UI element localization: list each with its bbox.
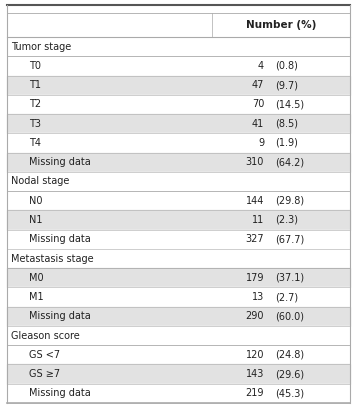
Text: (37.1): (37.1) (275, 273, 304, 283)
Text: (0.8): (0.8) (275, 61, 298, 71)
Text: T3: T3 (29, 119, 41, 129)
Text: Missing data: Missing data (29, 234, 90, 244)
Bar (7, 37, 350, 56)
Text: M1: M1 (29, 292, 43, 302)
Bar (7, 345, 350, 364)
Text: (67.7): (67.7) (275, 234, 304, 244)
Text: (24.8): (24.8) (275, 350, 304, 360)
Text: 120: 120 (246, 350, 264, 360)
Bar (7, 230, 350, 249)
Bar (7, 13, 350, 37)
Text: N1: N1 (29, 215, 42, 225)
Text: Missing data: Missing data (29, 311, 90, 322)
Text: (9.7): (9.7) (275, 80, 298, 90)
Text: (64.2): (64.2) (275, 157, 304, 167)
Text: T1: T1 (29, 80, 41, 90)
Text: Tumor stage: Tumor stage (11, 42, 71, 52)
Text: 290: 290 (246, 311, 264, 322)
Bar (7, 56, 350, 75)
Bar (7, 153, 350, 172)
Bar (7, 364, 350, 384)
Text: (14.5): (14.5) (275, 100, 304, 109)
Text: 310: 310 (246, 157, 264, 167)
Text: 47: 47 (252, 80, 264, 90)
Text: Number (%): Number (%) (246, 20, 316, 30)
Text: Gleason score: Gleason score (11, 330, 80, 341)
Bar (7, 211, 350, 230)
Text: GS <7: GS <7 (29, 350, 60, 360)
Text: 41: 41 (252, 119, 264, 129)
Bar (7, 191, 350, 211)
Bar (7, 307, 350, 326)
Text: 219: 219 (246, 388, 264, 398)
Text: (1.9): (1.9) (275, 138, 298, 148)
Text: (29.8): (29.8) (275, 196, 304, 206)
Bar (7, 249, 350, 268)
Text: 11: 11 (252, 215, 264, 225)
Text: Metastasis stage: Metastasis stage (11, 253, 93, 264)
Text: T2: T2 (29, 100, 41, 109)
Text: (2.7): (2.7) (275, 292, 298, 302)
Text: (2.3): (2.3) (275, 215, 298, 225)
Text: T0: T0 (29, 61, 41, 71)
Bar (7, 172, 350, 191)
Text: T4: T4 (29, 138, 41, 148)
Text: (29.6): (29.6) (275, 369, 304, 379)
Bar (7, 384, 350, 403)
Bar (7, 114, 350, 133)
Text: (60.0): (60.0) (275, 311, 304, 322)
Text: 70: 70 (252, 100, 264, 109)
Text: 4: 4 (258, 61, 264, 71)
Text: (45.3): (45.3) (275, 388, 304, 398)
Text: 327: 327 (246, 234, 264, 244)
Text: 144: 144 (246, 196, 264, 206)
Text: 13: 13 (252, 292, 264, 302)
Bar (7, 287, 350, 307)
Text: 9: 9 (258, 138, 264, 148)
Bar (7, 95, 350, 114)
Text: Missing data: Missing data (29, 157, 90, 167)
Text: (8.5): (8.5) (275, 119, 298, 129)
Bar (7, 75, 350, 95)
Bar (7, 326, 350, 345)
Text: Nodal stage: Nodal stage (11, 177, 69, 186)
Text: 143: 143 (246, 369, 264, 379)
Text: GS ≥7: GS ≥7 (29, 369, 60, 379)
Text: Missing data: Missing data (29, 388, 90, 398)
Bar (7, 133, 350, 153)
Text: N0: N0 (29, 196, 42, 206)
Text: M0: M0 (29, 273, 43, 283)
Text: 179: 179 (246, 273, 264, 283)
Bar (7, 268, 350, 287)
